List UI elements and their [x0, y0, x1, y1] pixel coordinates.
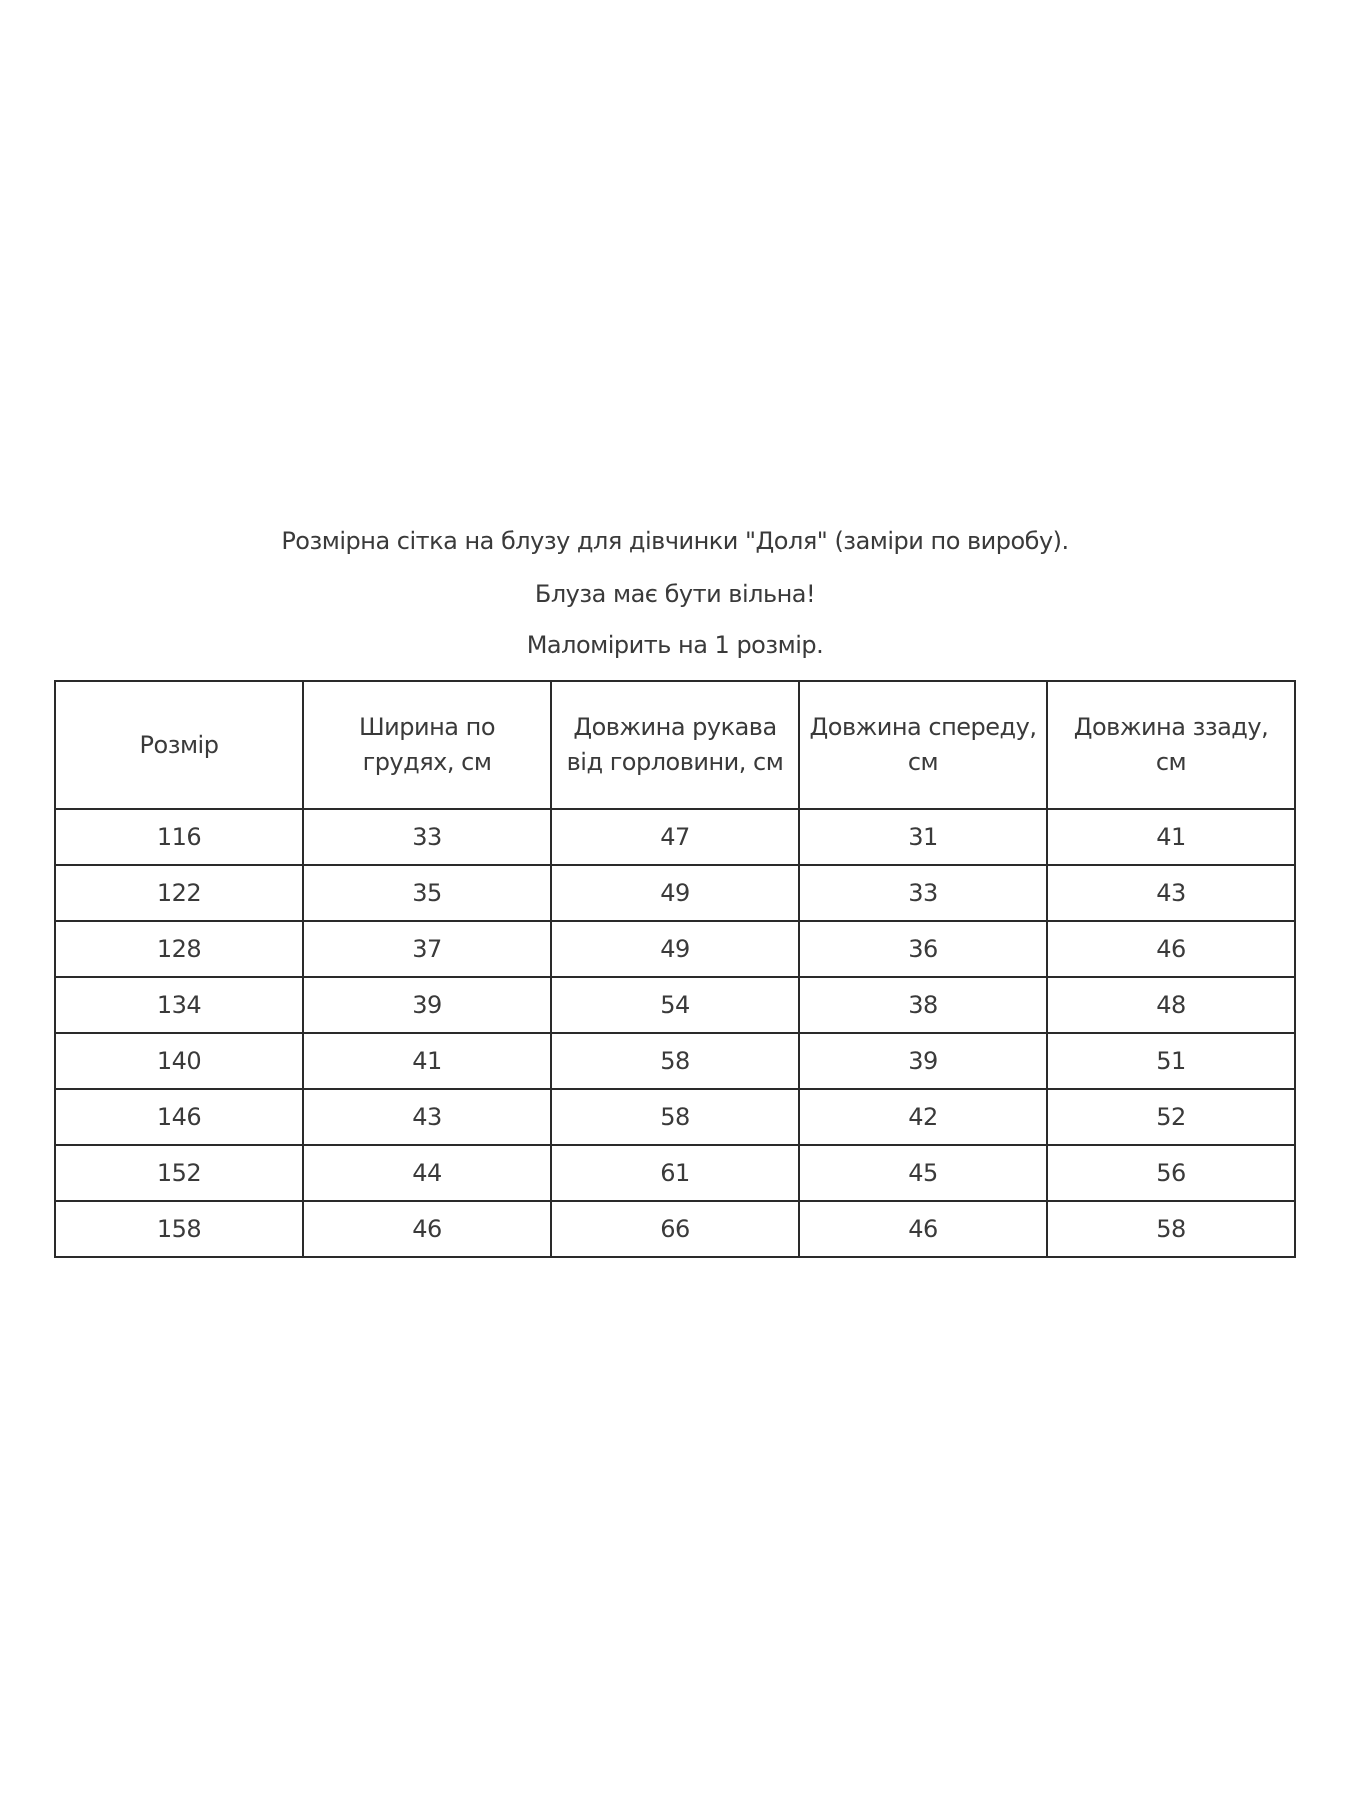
- table-cell: 58: [550, 1032, 800, 1090]
- column-header: Довжина рукава від горловини, см: [550, 680, 800, 810]
- table-cell: 33: [302, 808, 552, 866]
- table-cell: 58: [1046, 1200, 1296, 1258]
- table-cell: 56: [1046, 1144, 1296, 1202]
- table-cell: 52: [1046, 1088, 1296, 1146]
- table-cell: 158: [54, 1200, 304, 1258]
- table-cell: 36: [798, 920, 1048, 978]
- note-loose-fit: Блуза має бути вільна!: [534, 580, 816, 608]
- table-cell: 140: [54, 1032, 304, 1090]
- table-cell: 116: [54, 808, 304, 866]
- table-row: 140 41 58 39 51: [54, 1032, 1296, 1090]
- table-cell: 41: [1046, 808, 1296, 866]
- table-row: 152 44 61 45 56: [54, 1144, 1296, 1202]
- table-cell: 39: [302, 976, 552, 1034]
- table-cell: 47: [550, 808, 800, 866]
- table-row: 134 39 54 38 48: [54, 976, 1296, 1034]
- size-chart-table: Розмір Ширина по грудях, см Довжина рукава…: [54, 680, 1296, 1258]
- table-cell: 43: [302, 1088, 552, 1146]
- table-cell: 46: [1046, 920, 1296, 978]
- table-cell: 128: [54, 920, 304, 978]
- table-cell: 38: [798, 976, 1048, 1034]
- table-cell: 48: [1046, 976, 1296, 1034]
- table-cell: 66: [550, 1200, 800, 1258]
- table-cell: 44: [302, 1144, 552, 1202]
- table-cell: 43: [1046, 864, 1296, 922]
- table-cell: 152: [54, 1144, 304, 1202]
- table-row: 122 35 49 33 43: [54, 864, 1296, 922]
- column-header: Довжина спереду, см: [798, 680, 1048, 810]
- column-header: Довжина ззаду, см: [1046, 680, 1296, 810]
- table-cell: 61: [550, 1144, 800, 1202]
- table-cell: 51: [1046, 1032, 1296, 1090]
- table-cell: 134: [54, 976, 304, 1034]
- table-cell: 31: [798, 808, 1048, 866]
- table-cell: 54: [550, 976, 800, 1034]
- note-runs-small: Маломірить на 1 розмір.: [526, 631, 824, 659]
- table-row: 158 46 66 46 58: [54, 1200, 1296, 1258]
- table-cell: 42: [798, 1088, 1048, 1146]
- table-row: 146 43 58 42 52: [54, 1088, 1296, 1146]
- title-line: Розмірна сітка на блузу для дівчинки "До…: [281, 527, 1069, 555]
- table-cell: 49: [550, 864, 800, 922]
- table-cell: 39: [798, 1032, 1048, 1090]
- column-header: Розмір: [54, 680, 304, 810]
- table-cell: 49: [550, 920, 800, 978]
- table-cell: 46: [302, 1200, 552, 1258]
- table-cell: 46: [798, 1200, 1048, 1258]
- header-row: Розмір Ширина по грудях, см Довжина рукава…: [54, 680, 1296, 810]
- table-row: 116 33 47 31 41: [54, 808, 1296, 866]
- table-cell: 41: [302, 1032, 552, 1090]
- table-cell: 37: [302, 920, 552, 978]
- table-cell: 58: [550, 1088, 800, 1146]
- table-cell: 35: [302, 864, 552, 922]
- table-cell: 146: [54, 1088, 304, 1146]
- table-row: 128 37 49 36 46: [54, 920, 1296, 978]
- table-cell: 45: [798, 1144, 1048, 1202]
- table-cell: 33: [798, 864, 1048, 922]
- table-cell: 122: [54, 864, 304, 922]
- column-header: Ширина по грудях, см: [302, 680, 552, 810]
